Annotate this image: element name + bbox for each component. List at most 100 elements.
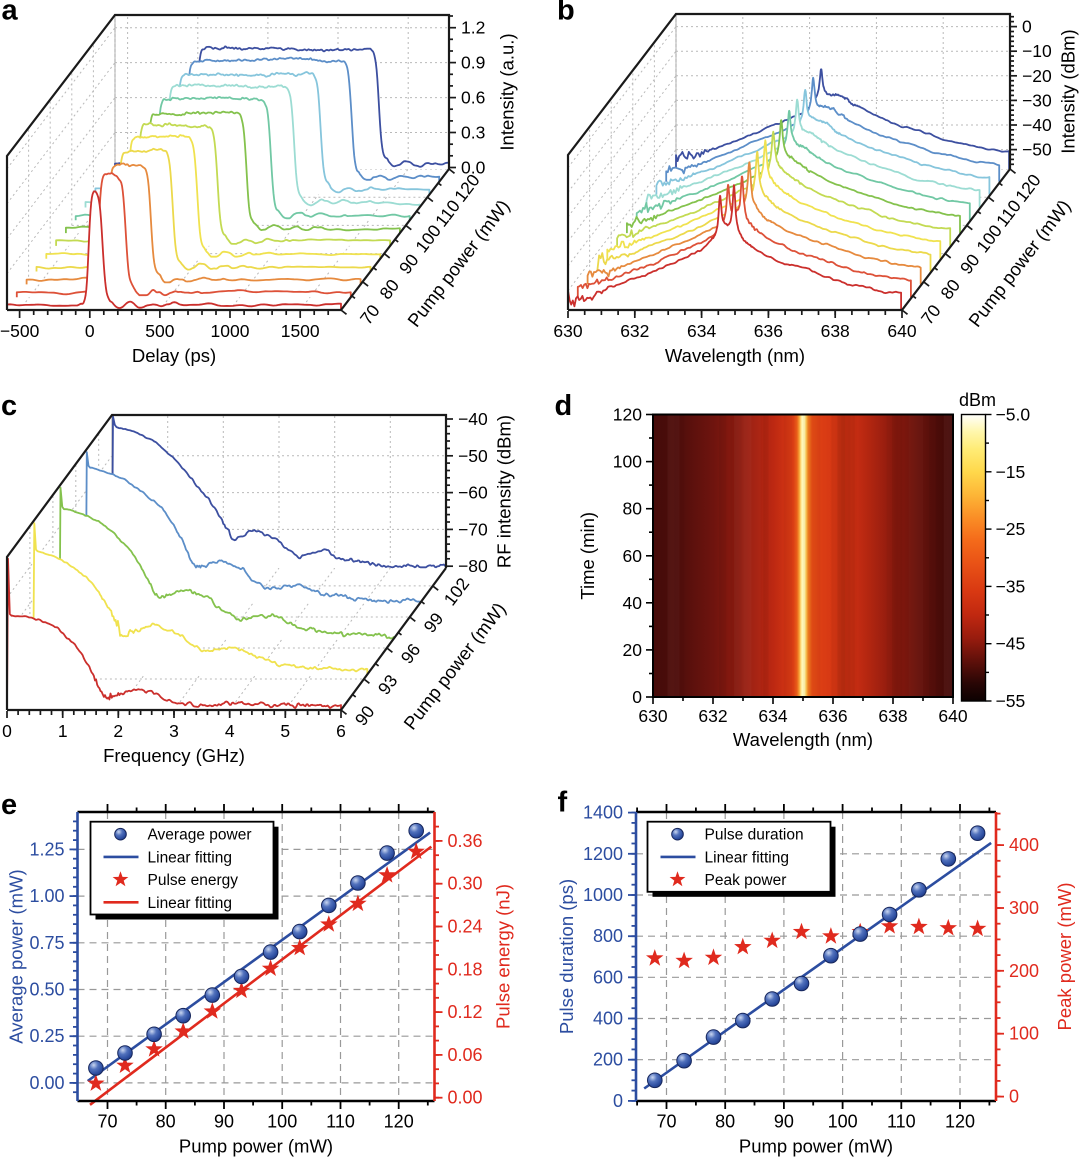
svg-text:5: 5 — [280, 721, 290, 741]
svg-text:60: 60 — [623, 546, 643, 566]
svg-text:400: 400 — [1009, 835, 1039, 855]
svg-text:120: 120 — [613, 405, 642, 425]
svg-text:−500: −500 — [0, 321, 40, 341]
svg-text:Linear fitting: Linear fitting — [705, 849, 789, 866]
svg-text:636: 636 — [818, 706, 847, 726]
svg-text:0: 0 — [1009, 1087, 1019, 1107]
svg-text:Wavelength (nm): Wavelength (nm) — [733, 729, 873, 750]
svg-text:e: e — [1, 789, 17, 821]
svg-text:Average power (mW): Average power (mW) — [6, 869, 27, 1043]
svg-text:dBm: dBm — [959, 390, 996, 410]
svg-text:Intensity (a.u.): Intensity (a.u.) — [497, 33, 518, 150]
svg-text:Pump power (mW): Pump power (mW) — [179, 1136, 333, 1157]
svg-text:0: 0 — [1022, 17, 1032, 37]
svg-text:−40: −40 — [1022, 115, 1052, 135]
svg-text:0.3: 0.3 — [461, 123, 485, 143]
svg-text:Peak power (mW): Peak power (mW) — [1054, 882, 1075, 1030]
svg-text:200: 200 — [1009, 961, 1039, 981]
svg-text:1.2: 1.2 — [461, 18, 485, 38]
svg-text:636: 636 — [754, 321, 783, 341]
svg-text:Frequency (GHz): Frequency (GHz) — [103, 745, 245, 766]
svg-text:3: 3 — [169, 721, 179, 741]
svg-text:Linear fitting: Linear fitting — [148, 895, 232, 912]
svg-text:1200: 1200 — [583, 844, 623, 864]
svg-text:−30: −30 — [1022, 90, 1052, 110]
svg-text:70: 70 — [656, 1112, 676, 1132]
svg-text:−60: −60 — [458, 483, 488, 503]
svg-text:−10: −10 — [1022, 41, 1052, 61]
svg-text:−25: −25 — [996, 519, 1026, 539]
svg-text:640: 640 — [887, 321, 916, 341]
svg-text:0: 0 — [2, 721, 12, 741]
svg-text:630: 630 — [638, 706, 667, 726]
svg-text:Pump power (mW): Pump power (mW) — [739, 1136, 893, 1157]
svg-text:1400: 1400 — [583, 803, 623, 823]
svg-text:0: 0 — [613, 1091, 623, 1111]
svg-text:Intensity (dBm): Intensity (dBm) — [1058, 29, 1079, 153]
svg-text:Average power: Average power — [148, 827, 252, 844]
svg-text:100: 100 — [828, 1112, 858, 1132]
svg-text:0.00: 0.00 — [448, 1088, 483, 1108]
svg-text:80: 80 — [156, 1112, 176, 1132]
svg-text:500: 500 — [145, 321, 174, 341]
svg-text:40: 40 — [623, 593, 643, 613]
svg-text:0.12: 0.12 — [448, 1002, 483, 1022]
svg-text:1.25: 1.25 — [29, 839, 64, 859]
svg-text:20: 20 — [623, 640, 643, 660]
svg-text:−5.0: −5.0 — [996, 405, 1031, 425]
svg-text:632: 632 — [698, 706, 727, 726]
svg-text:634: 634 — [758, 706, 787, 726]
svg-text:640: 640 — [938, 706, 967, 726]
svg-text:200: 200 — [593, 1050, 623, 1070]
svg-text:300: 300 — [1009, 898, 1039, 918]
svg-text:0.00: 0.00 — [29, 1073, 64, 1093]
svg-text:110: 110 — [326, 1112, 355, 1132]
svg-text:800: 800 — [593, 926, 623, 946]
svg-text:0: 0 — [632, 687, 642, 707]
svg-text:Pulse duration: Pulse duration — [705, 827, 804, 844]
svg-text:f: f — [558, 787, 568, 819]
svg-text:Delay (ps): Delay (ps) — [132, 345, 216, 366]
svg-text:638: 638 — [878, 706, 907, 726]
svg-text:0.6: 0.6 — [461, 88, 485, 108]
svg-text:−15: −15 — [996, 462, 1026, 482]
svg-text:6: 6 — [336, 721, 346, 741]
svg-text:80: 80 — [623, 499, 643, 519]
svg-text:Time (min): Time (min) — [577, 512, 598, 600]
svg-text:600: 600 — [593, 967, 623, 987]
svg-text:0.24: 0.24 — [448, 917, 483, 937]
svg-text:0: 0 — [85, 321, 95, 341]
svg-text:−40: −40 — [458, 409, 488, 429]
svg-text:b: b — [557, 0, 575, 27]
svg-text:110: 110 — [887, 1112, 916, 1132]
svg-text:632: 632 — [620, 321, 649, 341]
svg-text:100: 100 — [267, 1112, 297, 1132]
svg-text:1500: 1500 — [281, 321, 320, 341]
svg-text:0.50: 0.50 — [29, 980, 64, 1000]
svg-text:1: 1 — [58, 721, 68, 741]
svg-text:c: c — [1, 390, 17, 422]
svg-text:−20: −20 — [1022, 66, 1052, 86]
svg-text:100: 100 — [1009, 1024, 1039, 1044]
svg-text:1000: 1000 — [211, 321, 250, 341]
svg-text:0.0: 0.0 — [461, 158, 486, 178]
svg-text:0.18: 0.18 — [448, 959, 483, 979]
svg-text:Peak power: Peak power — [705, 872, 787, 889]
svg-text:Wavelength (nm): Wavelength (nm) — [665, 345, 805, 366]
svg-text:−55: −55 — [996, 691, 1026, 711]
svg-text:1000: 1000 — [583, 885, 623, 905]
svg-text:−50: −50 — [458, 446, 488, 466]
svg-text:4: 4 — [225, 721, 235, 741]
svg-text:120: 120 — [384, 1112, 414, 1132]
svg-text:2: 2 — [113, 721, 123, 741]
svg-text:−45: −45 — [996, 634, 1026, 654]
svg-text:100: 100 — [613, 452, 642, 472]
svg-text:630: 630 — [553, 321, 582, 341]
svg-text:Pulse energy (nJ): Pulse energy (nJ) — [493, 884, 514, 1029]
svg-text:−70: −70 — [458, 519, 488, 539]
svg-text:Linear fitting: Linear fitting — [148, 849, 232, 866]
svg-text:90: 90 — [214, 1112, 234, 1132]
svg-text:634: 634 — [687, 321, 716, 341]
svg-text:70: 70 — [97, 1112, 117, 1132]
svg-text:1.00: 1.00 — [29, 886, 64, 906]
